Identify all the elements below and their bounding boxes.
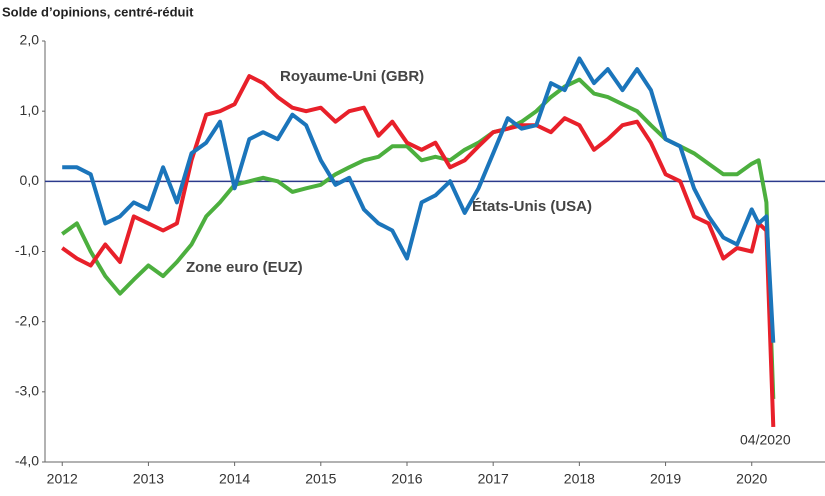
x-tick-label: 2018 — [564, 471, 595, 487]
y-tick-label: 0,0 — [20, 172, 40, 188]
x-tick-label: 2014 — [219, 471, 250, 487]
series-line — [61, 77, 776, 399]
y-tick-label: 1,0 — [20, 102, 40, 118]
x-tick-label: 2013 — [133, 471, 164, 487]
y-tick-label: 2,0 — [20, 32, 40, 48]
y-tick-label: -3,0 — [15, 383, 39, 399]
x-tick-label: 2012 — [47, 471, 78, 487]
x-tick-label: 2016 — [391, 471, 422, 487]
series-line — [61, 74, 776, 427]
x-tick-label: 2015 — [305, 471, 336, 487]
annotation: Zone euro (EUZ) — [186, 259, 303, 276]
x-tick-label: 2020 — [736, 471, 767, 487]
x-tick-label: 2017 — [478, 471, 509, 487]
annotation: Royaume-Uni (GBR) — [280, 68, 424, 85]
series-line — [62, 56, 776, 343]
chart-title: Solde d’opinions, centré-réduit — [2, 4, 194, 19]
y-tick-label: -4,0 — [15, 453, 39, 469]
annotation: 04/2020 — [740, 432, 791, 448]
y-tick-label: -1,0 — [15, 242, 39, 258]
y-tick-label: -2,0 — [15, 312, 39, 328]
x-tick-label: 2019 — [650, 471, 681, 487]
annotation: États-Unis (USA) — [472, 198, 592, 215]
